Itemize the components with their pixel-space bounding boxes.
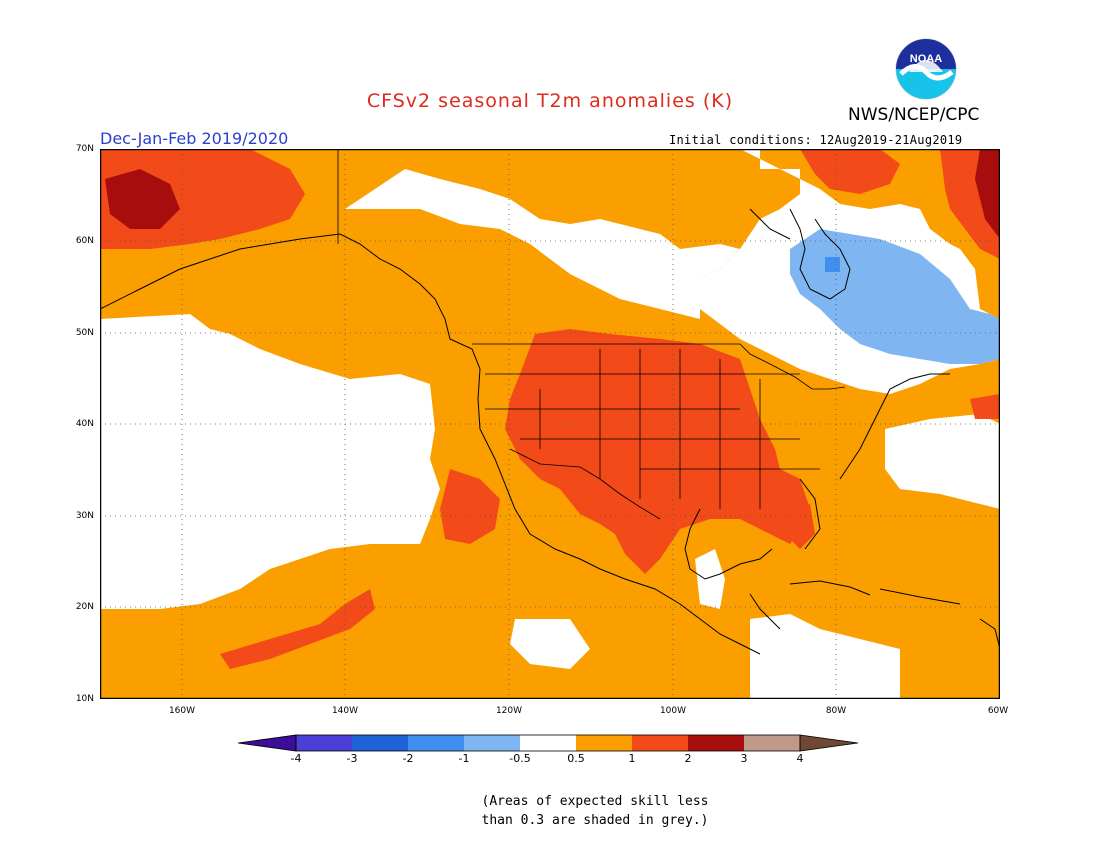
colorbar-label: 3 xyxy=(740,752,748,765)
political-borders xyxy=(337,149,846,520)
colorbar-label: -3 xyxy=(346,752,358,765)
noaa-logo: NOAA xyxy=(895,38,957,100)
colorbar-segment xyxy=(744,735,800,751)
lat-label-70n: 70N xyxy=(75,144,94,154)
logo-text: NOAA xyxy=(910,53,942,65)
colorbar-label: -4 xyxy=(290,752,302,765)
colorbar-segment xyxy=(632,735,688,751)
lat-label-60n: 60N xyxy=(75,236,94,246)
graticule xyxy=(100,149,1000,699)
colorbar-segment xyxy=(688,735,744,751)
colorbar-segment xyxy=(464,735,520,751)
colorbar-arrow-left xyxy=(238,735,296,751)
lon-label-60w: 60W xyxy=(987,706,1009,716)
colorbar-label: 4 xyxy=(796,752,804,765)
colorbar-segment xyxy=(296,735,352,751)
initial-conditions-label: Initial conditions: 12Aug2019-21Aug2019 xyxy=(669,133,963,147)
near-zero-regions xyxy=(100,149,1000,699)
colorbar xyxy=(238,734,859,752)
strong-warm-anomaly-regions xyxy=(105,149,1000,239)
cold-anomaly-region xyxy=(790,229,1000,364)
warm-anomaly-regions xyxy=(100,149,1000,669)
lon-label-100w: 100W xyxy=(659,706,687,716)
agency-label: NWS/NCEP/CPC xyxy=(848,105,980,125)
lon-label-140w: 140W xyxy=(331,706,359,716)
skill-note: (Areas of expected skill less than 0.3 a… xyxy=(0,792,1100,830)
lon-label-160w: 160W xyxy=(168,706,196,716)
colorbar-segment xyxy=(408,735,464,751)
coastlines xyxy=(100,208,1000,655)
map-title: CFSv2 seasonal T2m anomalies (K) xyxy=(366,90,734,112)
colorbar-label: -2 xyxy=(402,752,414,765)
anomaly-map xyxy=(100,149,1000,699)
lon-label-120w: 120W xyxy=(495,706,523,716)
colorbar-arrow-right xyxy=(800,735,858,751)
colorbar-segment xyxy=(352,735,408,751)
skill-note-line-2: than 0.3 are shaded in grey.) xyxy=(481,813,709,828)
map-canvas xyxy=(100,149,1000,699)
lat-label-20n: 20N xyxy=(75,602,94,612)
lat-label-50n: 50N xyxy=(75,328,94,338)
colorbar-label: -1 xyxy=(458,752,470,765)
colorbar-segment xyxy=(576,735,632,751)
colorbar-segment xyxy=(520,735,576,751)
skill-note-line-1: (Areas of expected skill less xyxy=(481,794,709,809)
colorbar-label: 0.5 xyxy=(567,752,585,765)
lat-label-10n: 10N xyxy=(75,694,94,704)
lon-label-80w: 80W xyxy=(825,706,847,716)
map-frame xyxy=(100,149,1000,699)
colorbar-label: -0.5 xyxy=(509,752,531,765)
lat-label-30n: 30N xyxy=(75,511,94,521)
lat-label-40n: 40N xyxy=(75,419,94,429)
season-label: Dec-Jan-Feb 2019/2020 xyxy=(100,129,289,148)
colorbar-label: 2 xyxy=(684,752,692,765)
colorbar-label: 1 xyxy=(628,752,636,765)
